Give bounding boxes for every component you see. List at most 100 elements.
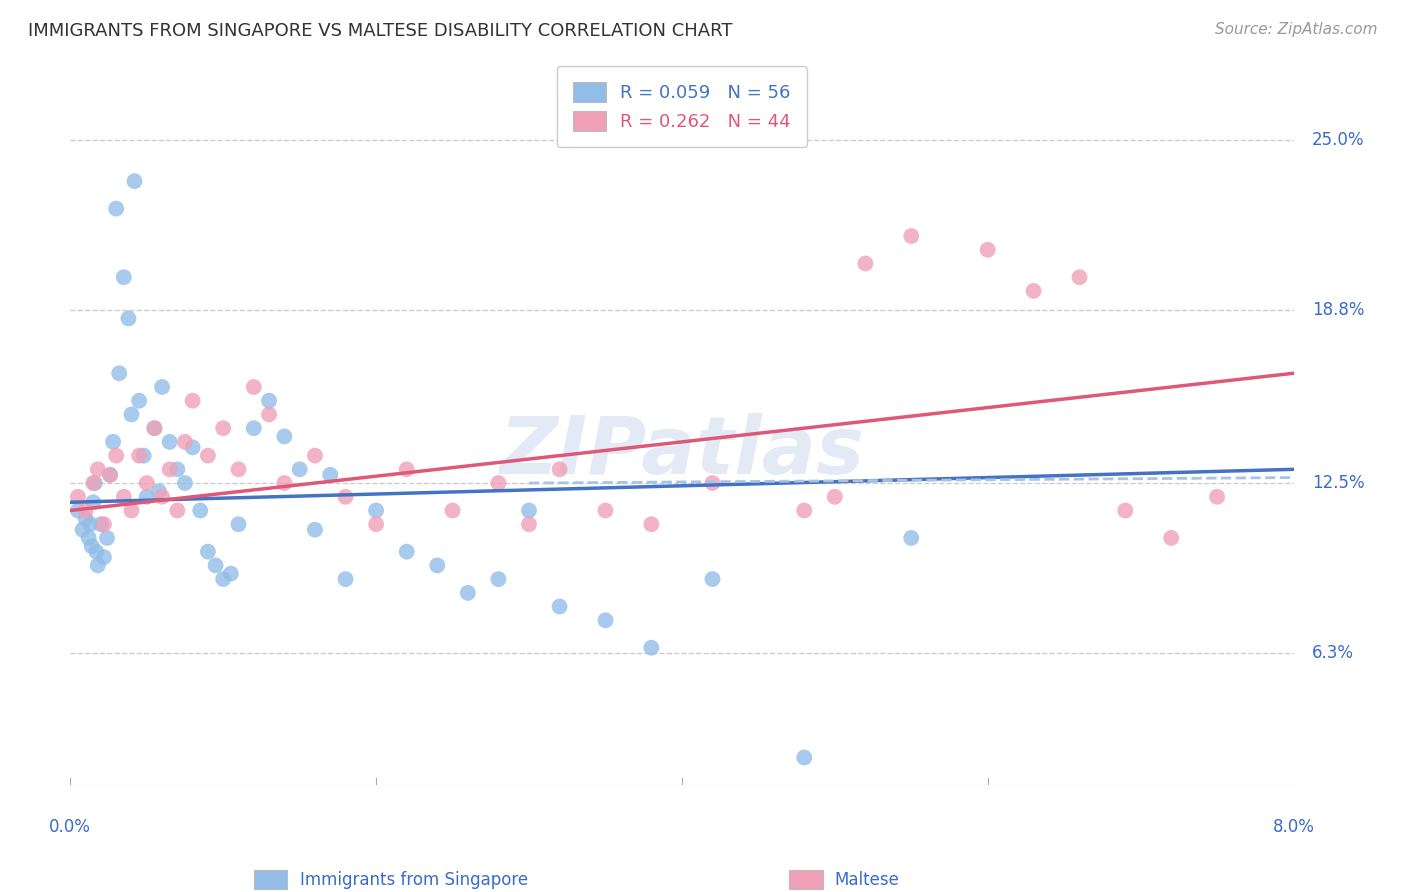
Point: [640, 517, 662, 532]
Text: 12.5%: 12.5%: [1312, 474, 1364, 492]
Point: [188, 503, 211, 517]
Point: [595, 613, 617, 627]
Point: [112, 490, 135, 504]
Point: [900, 531, 922, 545]
Point: [212, 572, 235, 586]
Point: [257, 393, 280, 408]
Point: [135, 490, 157, 504]
Point: [77, 531, 100, 545]
Point: [855, 256, 877, 270]
Point: [197, 544, 219, 558]
Point: [181, 441, 204, 455]
Point: [304, 449, 326, 463]
Point: [197, 449, 219, 463]
Point: [166, 462, 188, 476]
Point: [900, 229, 922, 244]
Text: 0.0%: 0.0%: [49, 818, 91, 836]
Point: [257, 408, 280, 422]
Point: [366, 517, 388, 532]
Point: [174, 434, 197, 449]
Point: [793, 503, 815, 517]
Point: [83, 476, 105, 491]
Point: [181, 393, 204, 408]
Point: [121, 503, 143, 517]
Point: [128, 393, 150, 408]
Text: Immigrants from Singapore: Immigrants from Singapore: [299, 871, 527, 888]
Point: [548, 462, 571, 476]
Point: [824, 490, 846, 504]
Point: [80, 539, 103, 553]
Point: [148, 484, 170, 499]
Point: [335, 490, 357, 504]
Point: [517, 503, 540, 517]
Bar: [254, 870, 287, 889]
Point: [101, 434, 124, 449]
Legend: R = 0.059   N = 56, R = 0.262   N = 44: R = 0.059 N = 56, R = 0.262 N = 44: [557, 66, 807, 147]
Point: [150, 380, 173, 394]
Point: [98, 467, 121, 482]
Point: [135, 476, 157, 491]
Point: [219, 566, 242, 581]
Point: [93, 550, 115, 565]
Point: [159, 462, 181, 476]
Point: [488, 572, 510, 586]
Point: [66, 490, 89, 504]
Point: [132, 449, 155, 463]
Point: [702, 572, 724, 586]
Text: 6.3%: 6.3%: [1312, 644, 1354, 662]
Point: [1114, 503, 1136, 517]
Point: [304, 523, 326, 537]
Point: [93, 517, 115, 532]
Point: [75, 512, 97, 526]
Point: [143, 421, 166, 435]
Point: [488, 476, 510, 491]
Point: [288, 462, 311, 476]
Point: [793, 750, 815, 764]
Point: [273, 429, 295, 443]
Point: [174, 476, 197, 491]
Text: 25.0%: 25.0%: [1312, 131, 1364, 149]
Point: [595, 503, 617, 517]
Point: [243, 380, 266, 394]
Point: [98, 467, 121, 482]
Point: [87, 462, 110, 476]
Point: [366, 503, 388, 517]
Point: [79, 517, 101, 532]
Point: [517, 517, 540, 532]
Point: [395, 462, 418, 476]
Point: [166, 503, 188, 517]
Point: [273, 476, 295, 491]
Point: [548, 599, 571, 614]
Point: [457, 586, 479, 600]
Point: [243, 421, 266, 435]
Point: [66, 503, 89, 517]
Point: [204, 558, 226, 573]
Point: [108, 366, 131, 380]
Point: [72, 523, 94, 537]
Text: ZIPatlas: ZIPatlas: [499, 413, 865, 491]
Point: [96, 531, 118, 545]
Point: [1206, 490, 1229, 504]
Point: [112, 270, 135, 285]
Text: Maltese: Maltese: [835, 871, 900, 888]
Point: [87, 558, 110, 573]
Point: [75, 503, 97, 517]
Point: [640, 640, 662, 655]
Point: [159, 434, 181, 449]
Point: [1160, 531, 1182, 545]
Point: [128, 449, 150, 463]
Point: [212, 421, 235, 435]
Bar: [789, 870, 823, 889]
Point: [426, 558, 449, 573]
Point: [84, 544, 107, 558]
Point: [228, 462, 250, 476]
Text: Source: ZipAtlas.com: Source: ZipAtlas.com: [1215, 22, 1378, 37]
Point: [121, 408, 143, 422]
Point: [319, 467, 342, 482]
Point: [105, 449, 128, 463]
Text: 8.0%: 8.0%: [1272, 818, 1315, 836]
Point: [150, 490, 173, 504]
Point: [82, 495, 104, 509]
Point: [228, 517, 250, 532]
Point: [441, 503, 464, 517]
